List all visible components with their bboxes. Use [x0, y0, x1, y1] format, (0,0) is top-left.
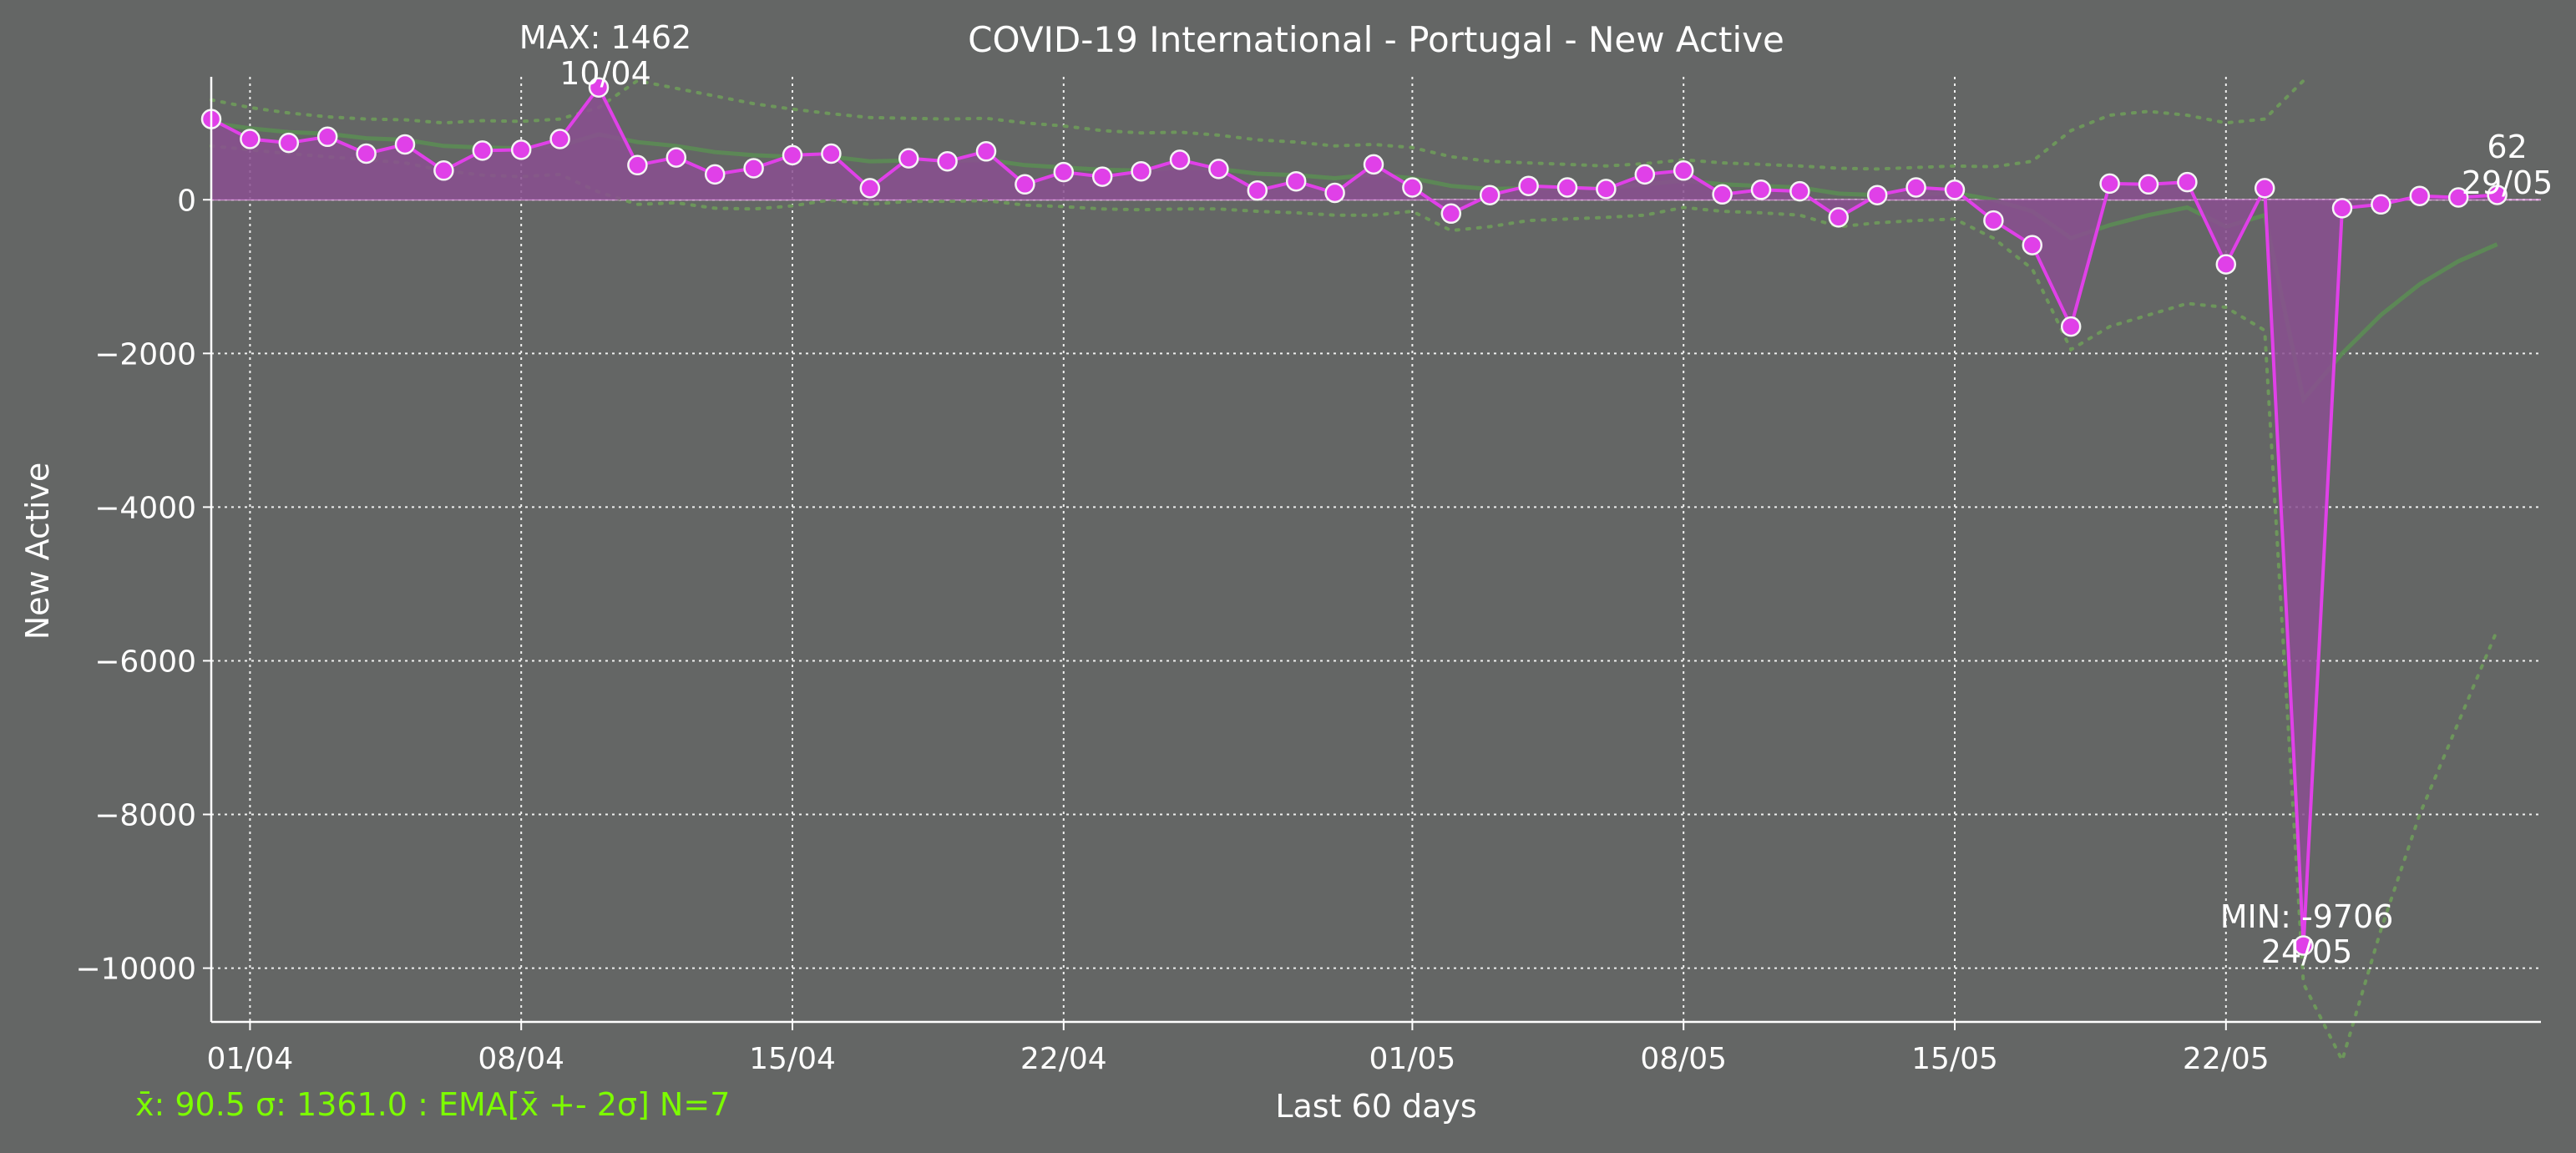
data-point: [1556, 177, 1578, 198]
data-point: [1944, 180, 1966, 200]
data-point: [1363, 154, 1384, 175]
data-point: [549, 129, 570, 149]
data-point: [1247, 180, 1268, 201]
x-tick-label: 08/05: [1640, 1042, 1727, 1076]
data-point: [2022, 235, 2043, 255]
data-point: [1866, 185, 1888, 205]
ema-lower-band-line: [210, 144, 2499, 1065]
data-point: [1596, 179, 1617, 200]
data-point: [1015, 174, 1035, 195]
data-point: [1789, 180, 1810, 202]
y-tick-label: −6000: [94, 645, 196, 679]
axis-layer: [210, 77, 2541, 1024]
x-tick-label: 08/04: [478, 1042, 564, 1076]
y-tick-label: −8000: [94, 799, 196, 833]
data-point: [588, 77, 610, 98]
y-tick-label: 0: [177, 184, 196, 218]
data-point: [1750, 180, 1772, 200]
data-point: [1518, 175, 1539, 196]
data-point: [1712, 184, 1733, 205]
y-tick-label: −4000: [94, 491, 196, 525]
data-point: [2254, 178, 2275, 199]
data-point: [2293, 935, 2314, 956]
data-point: [2331, 198, 2353, 219]
data-point: [898, 148, 919, 169]
data-point: [1285, 170, 1307, 192]
ema-band-layer: [210, 78, 2499, 1065]
max-annotation-label: MAX: 1462: [519, 19, 691, 56]
data-point: [666, 147, 687, 168]
y-axis-label: New Active: [19, 463, 56, 640]
data-point: [240, 129, 261, 149]
x-tick-label: 01/04: [207, 1042, 294, 1076]
last-value-annotation: 62: [2487, 129, 2527, 165]
data-point: [1324, 182, 1345, 204]
ema-upper-band-line: [210, 78, 2305, 171]
data-point: [937, 150, 958, 172]
data-point: [1634, 164, 1656, 185]
data-point: [1053, 161, 1075, 183]
data-point: [821, 143, 842, 164]
data-point: [356, 143, 377, 164]
x-tick-label: 01/05: [1369, 1042, 1456, 1076]
data-point: [975, 141, 997, 162]
min-annotation-label: MIN: -9706: [2220, 898, 2394, 935]
stats-text: x̄: 90.5 σ: 1361.0 : EMA[x̄ +- 2σ] N=7: [135, 1086, 730, 1123]
y-tick-label: −10000: [75, 953, 196, 987]
data-point: [472, 140, 493, 161]
data-point: [1402, 177, 1423, 198]
data-point: [2177, 171, 2198, 193]
data-point: [394, 134, 416, 155]
data-point: [316, 126, 338, 148]
data-point: [2409, 185, 2431, 206]
data-point: [782, 144, 803, 166]
data-point: [1673, 160, 1694, 181]
data-point: [2099, 173, 2120, 195]
data-point: [1983, 210, 2004, 231]
max-annotation-date: 10/04: [559, 55, 651, 92]
data-point: [2215, 254, 2237, 275]
min-annotation-date: 24/05: [2261, 933, 2353, 970]
data-point: [2487, 185, 2508, 205]
data-point: [1208, 159, 1229, 180]
data-point: [1131, 160, 1151, 182]
data-point: [2138, 174, 2159, 195]
data-point: [704, 164, 726, 185]
data-point: [2371, 194, 2391, 215]
last-date-annotation: 29/05: [2462, 164, 2553, 201]
data-point: [1440, 203, 1462, 225]
data-point: [433, 160, 454, 181]
data-point: [859, 178, 881, 199]
data-point: [1828, 207, 1850, 228]
data-point: [1091, 166, 1113, 187]
data-point: [1905, 177, 1926, 198]
marker-layer: [200, 77, 2508, 956]
y-tick-label: −2000: [94, 337, 196, 372]
data-point: [2060, 316, 2082, 337]
x-axis-label: Last 60 days: [1275, 1088, 1476, 1125]
tick-label-layer: 0 −2000 −4000 −6000 −8000 −10000 01/04 08/04 15/…: [75, 184, 2269, 1076]
data-point: [627, 154, 648, 176]
data-point: [1479, 185, 1501, 205]
x-tick-label: 15/05: [1911, 1042, 1998, 1076]
data-point: [743, 158, 764, 179]
data-point: [2447, 187, 2469, 208]
x-tick-label: 15/04: [749, 1042, 836, 1076]
data-point: [278, 132, 300, 154]
chart-title: COVID-19 International - Portugal - New …: [968, 19, 1784, 60]
data-point: [510, 139, 532, 160]
x-tick-label: 22/05: [2183, 1042, 2270, 1076]
grid-layer: [211, 77, 2541, 1022]
data-point: [1169, 149, 1191, 170]
x-tick-label: 22/04: [1020, 1042, 1107, 1076]
